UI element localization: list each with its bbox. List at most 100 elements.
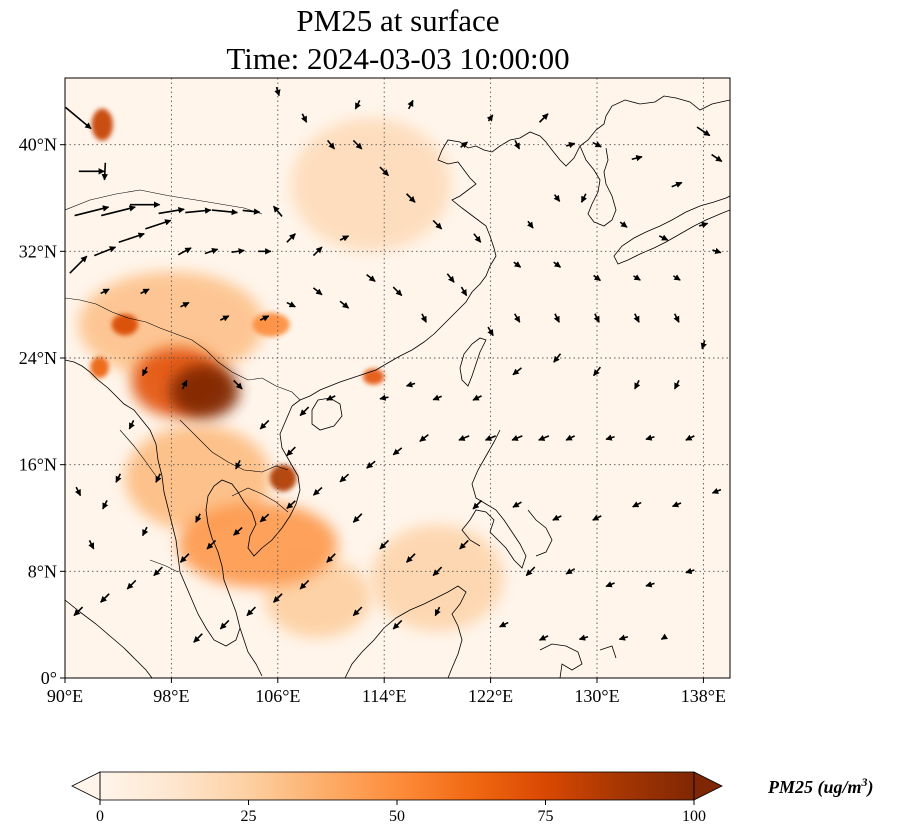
colorbar-label: PM25 (ug/m3) (768, 775, 874, 797)
wind-arrow (204, 247, 219, 255)
wind-arrow (486, 114, 494, 122)
wind-arrow (74, 205, 110, 217)
wind-vectors (65, 86, 723, 643)
wind-arrow (432, 566, 443, 577)
wind-arrow (366, 460, 376, 469)
wind-arrow (632, 501, 642, 508)
wind-arrow (379, 166, 390, 177)
coastline-bay-of-bengal (65, 359, 157, 445)
wind-arrow (242, 208, 261, 215)
wind-arrow (102, 500, 109, 510)
wind-arrow (231, 248, 245, 255)
colorbar-extend-max (693, 771, 723, 801)
pm25-hotspot (78, 271, 265, 378)
coastline-taiwan (459, 337, 487, 387)
wind-arrow (605, 581, 615, 588)
wind-arrow (88, 540, 95, 550)
wind-arrow (259, 513, 270, 523)
wind-arrow (286, 446, 296, 457)
colorbar-body (100, 772, 694, 800)
wind-arrow (592, 514, 602, 521)
colorbar: 0 25 50 75 100 (71, 771, 723, 825)
wind-arrow (93, 246, 117, 257)
lat-tick-label: 0° (41, 668, 57, 688)
wind-arrow (73, 606, 84, 617)
wind-arrow (211, 208, 238, 216)
wind-arrow (312, 246, 323, 257)
wind-arrow (326, 553, 336, 563)
wind-arrow (65, 106, 92, 130)
wind-arrow (100, 288, 110, 295)
wind-arrow (392, 286, 403, 297)
wind-arrow (459, 539, 469, 550)
wind-arrow (593, 313, 600, 323)
wind-arrow (219, 619, 230, 630)
wind-arrow (379, 539, 390, 550)
wind-arrow (180, 301, 190, 308)
pm25-hotspot (252, 312, 290, 337)
lon-tick-label: 130°E (574, 686, 619, 706)
wind-arrow (511, 434, 523, 441)
wind-arrow (553, 194, 561, 202)
wind-arrow (513, 313, 521, 323)
wind-arrow (580, 193, 588, 203)
wind-arrow (538, 113, 549, 123)
coastline-malay (239, 627, 263, 677)
wind-arrow (472, 499, 483, 510)
colorbar-extend-min (71, 771, 101, 801)
wind-arrow (128, 420, 135, 430)
coastline-vietnam (155, 405, 301, 647)
wind-arrow (177, 247, 192, 256)
wind-arrow (195, 513, 202, 523)
coastline-borneo (344, 585, 467, 678)
wind-arrow (326, 394, 336, 401)
wind-arrow (513, 140, 521, 150)
wind-arrow (420, 313, 427, 323)
coastline-hainan (311, 397, 343, 431)
wind-arrow (274, 86, 281, 97)
pm25-field (78, 108, 504, 638)
wind-arrow (525, 566, 536, 577)
coastline-china-east (291, 95, 730, 407)
colorbar-tick-label: 0 (96, 808, 104, 825)
wind-arrow (405, 553, 416, 563)
wind-arrow (458, 434, 470, 441)
lon-tick-label: 138°E (681, 686, 726, 706)
wind-arrow (512, 367, 522, 376)
wind-arrow (685, 434, 695, 441)
wind-arrow (472, 394, 482, 401)
pm25-hotspot (178, 502, 338, 588)
coastline-japan (613, 195, 730, 265)
colorbar-ticks: 0 25 50 75 100 (96, 800, 706, 825)
wind-arrow (553, 261, 562, 268)
wind-arrow (432, 219, 443, 230)
wind-arrow (181, 379, 188, 390)
wind-arrow (407, 99, 414, 110)
wind-arrow (499, 621, 509, 628)
wind-arrow (711, 487, 722, 494)
pm25-hotspot (291, 118, 451, 252)
lon-tick-label: 98°E (153, 686, 189, 706)
wind-arrow (633, 313, 640, 323)
wind-arrow (352, 139, 363, 150)
wind-arrow (419, 433, 429, 443)
wind-arrow (538, 634, 549, 641)
wind-arrow (118, 232, 145, 244)
wind-arrow (299, 579, 310, 590)
wind-arrow (673, 380, 681, 390)
lat-tick-label: 40°N (19, 135, 57, 155)
wind-arrow (233, 379, 243, 390)
pm25-hotspot (170, 364, 240, 419)
wind-arrow (446, 273, 455, 283)
wind-arrow (206, 539, 217, 550)
lat-tick-label: 8°N (28, 561, 57, 581)
pm25-hotspot (91, 108, 113, 141)
wind-arrow (645, 434, 655, 441)
wind-arrow (618, 634, 629, 641)
wind-arrow (432, 394, 442, 401)
wind-arrow (487, 326, 494, 337)
wind-arrow (115, 473, 122, 483)
wind-arrow (74, 486, 82, 497)
wind-arrow (512, 501, 522, 508)
